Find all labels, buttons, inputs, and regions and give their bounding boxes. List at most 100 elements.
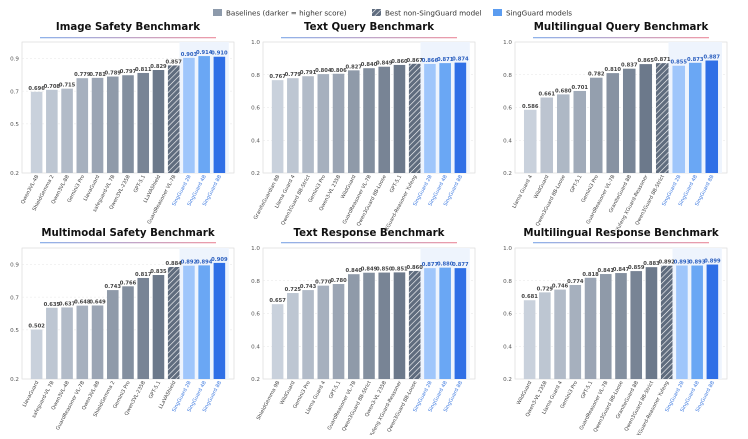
bar-base: [61, 307, 73, 379]
bar-value-label: 0.586: [522, 104, 539, 110]
bar-value-label: 0.893: [674, 260, 691, 266]
bar-value-label: 0.860: [391, 59, 408, 65]
bar-base: [30, 91, 43, 173]
bar-value-label: 0.850: [376, 267, 393, 273]
bar-base: [606, 73, 620, 173]
bar-base: [302, 290, 314, 379]
title-underline: [281, 242, 457, 244]
title-underline: [40, 242, 216, 244]
y-tick-label: 0.2: [251, 171, 260, 177]
y-tick-label: 0.5: [10, 122, 19, 128]
bar-base: [287, 293, 299, 379]
bar-base: [137, 277, 150, 379]
bar-value-label: 0.914: [196, 50, 213, 56]
bar-value-label: 0.680: [555, 88, 572, 94]
bar-best: [408, 63, 421, 174]
bar-value-label: 0.887: [704, 55, 721, 61]
bar-sing: [688, 62, 702, 173]
bar-sing: [439, 267, 451, 379]
bar-value-label: 0.857: [165, 59, 182, 65]
bar-value-label: 0.804: [315, 68, 332, 74]
bar-sing: [705, 60, 719, 173]
bar-value-label: 0.827: [346, 64, 363, 70]
bar-value-label: 0.835: [150, 269, 167, 275]
bar-value-label: 0.892: [181, 260, 198, 266]
bar-value-label: 0.847: [613, 267, 630, 273]
y-tick-label: 0.2: [503, 171, 512, 177]
chart-title: Image Safety Benchmark: [56, 22, 200, 33]
bar-value-label: 0.696: [28, 86, 45, 92]
bar-best: [167, 266, 180, 379]
bar-value-label: 0.780: [330, 278, 347, 284]
bar-base: [122, 75, 134, 173]
bar-base: [332, 284, 345, 379]
bar-base: [630, 271, 643, 379]
chart-panel-6: Multilingual Response Benchmark 0.2 0.4 0.6…: [503, 228, 728, 438]
bar-base: [152, 275, 165, 379]
bar-value-label: 0.877: [452, 262, 469, 268]
bar-base: [30, 329, 43, 379]
chart-title: Text Response Benchmark: [294, 228, 445, 239]
y-tick-label: 0.7: [10, 295, 19, 301]
y-tick-label: 0.8: [503, 279, 512, 285]
bar-value-label: 0.810: [605, 67, 622, 73]
bar-value-label: 0.725: [285, 287, 302, 293]
bar-base: [332, 73, 345, 173]
bar-value-label: 0.837: [621, 63, 638, 69]
bar-value-label: 0.871: [437, 57, 454, 63]
bar-value-label: 0.867: [406, 58, 423, 64]
category-label: GPT-5.1: [328, 380, 342, 400]
bar-value-label: 0.859: [628, 265, 645, 271]
y-tick-label: 0.8: [251, 279, 260, 285]
category-label: Qwen3Guard 8B-Loose: [535, 174, 567, 227]
y-tick-label: 0.4: [503, 138, 512, 144]
bar-value-label: 0.865: [638, 58, 655, 64]
bar-base: [46, 307, 58, 379]
bar-base: [554, 289, 566, 379]
bar-sing: [454, 268, 467, 379]
chart-panel-4: Multimodal Safety Benchmark0.20.50.70.90…: [10, 228, 235, 431]
bar-value-label: 0.766: [120, 280, 137, 286]
bar-sing: [454, 62, 467, 173]
chart-panel-1: Image Safety Benchmark0.20.50.70.90.696Q…: [10, 22, 235, 225]
bar-base: [271, 304, 284, 379]
y-tick-label: 1.0: [503, 246, 512, 252]
y-tick-label: 0.6: [251, 312, 260, 318]
y-tick-label: 1.0: [251, 40, 260, 46]
bar-value-label: 0.874: [452, 57, 469, 63]
bar-value-label: 0.648: [74, 300, 91, 306]
bar-sing: [691, 265, 703, 379]
bar-value-label: 0.782: [588, 72, 605, 78]
category-label: ShieldGemma 9B: [256, 380, 282, 422]
chart-panel-5: Text Response Benchmark 0.2 0.4 0.6 0.8 1.0 0.…: [251, 228, 476, 439]
category-label: GPT-5.1: [569, 174, 583, 194]
bar-value-label: 0.880: [437, 262, 454, 268]
bar-base: [393, 64, 406, 173]
bar-value-label: 0.743: [105, 284, 122, 290]
bar-value-label: 0.851: [391, 266, 408, 272]
bar-best: [408, 270, 421, 379]
bar-sing: [213, 56, 226, 173]
category-label: WildGuard: [533, 174, 551, 200]
legend: Baselines (darker = higher score) Best no…: [213, 9, 572, 18]
bar-base: [106, 290, 119, 379]
bar-value-label: 0.806: [330, 68, 347, 74]
title-underline: [533, 37, 709, 39]
bar-base: [645, 267, 658, 379]
bar-base: [152, 70, 165, 173]
legend-swatch-3: [493, 9, 502, 16]
bar-value-label: 0.903: [181, 52, 198, 58]
bar-value-label: 0.743: [300, 284, 317, 290]
bar-sing: [424, 268, 436, 379]
y-tick-label: 0.8: [503, 73, 512, 79]
bar-value-label: 0.817: [135, 272, 152, 278]
bar-value-label: 0.781: [89, 72, 106, 78]
bar-value-label: 0.649: [89, 299, 106, 305]
bar-base: [622, 68, 636, 173]
bar-base: [378, 66, 391, 173]
chart-panel-3: Multilingual Query Benchmark 0.2 0.4 0.6 0.8…: [503, 22, 728, 233]
bar-value-label: 0.849: [361, 267, 378, 273]
bar-value-label: 0.855: [671, 60, 688, 66]
bar-base: [347, 274, 360, 379]
